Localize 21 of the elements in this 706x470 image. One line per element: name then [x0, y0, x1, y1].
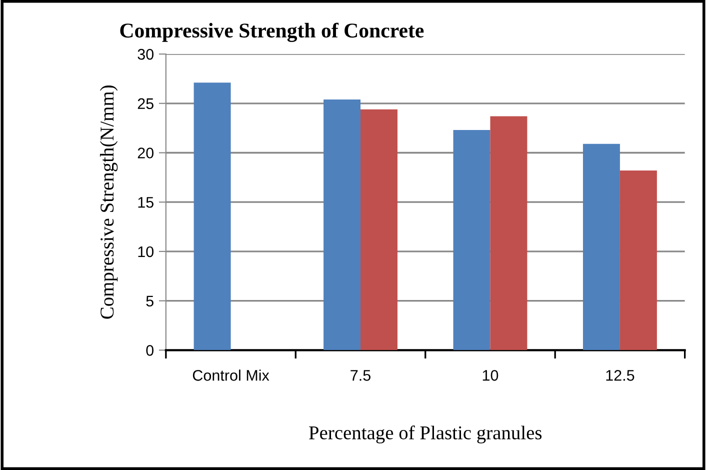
y-tick-label: 0 [146, 345, 154, 356]
x-axis-title: Percentage of Plastic granules [309, 426, 542, 444]
y-tick-label: 25 [138, 98, 154, 110]
bar [360, 109, 398, 350]
x-tick-label: 12.5 [606, 370, 634, 381]
bar [194, 82, 231, 350]
y-tick-label: 20 [138, 148, 154, 158]
x-tick-label: 10 [482, 370, 498, 381]
y-tick-label: 10 [138, 246, 154, 258]
chart-title: Compressive Strength of Concrete [120, 22, 424, 42]
y-tick-label: 15 [138, 197, 154, 208]
y-tick-label: 5 [146, 296, 154, 306]
x-tick-label: 7.5 [350, 370, 370, 381]
bar [453, 130, 490, 350]
bar [582, 144, 620, 350]
y-axis-title: Compressive Strength(N/mm) [100, 85, 118, 319]
bar [490, 116, 528, 350]
y-tick-label: 30 [138, 48, 154, 60]
bar [324, 99, 360, 350]
bar [620, 170, 657, 350]
x-tick-label: Control Mix [192, 370, 270, 381]
